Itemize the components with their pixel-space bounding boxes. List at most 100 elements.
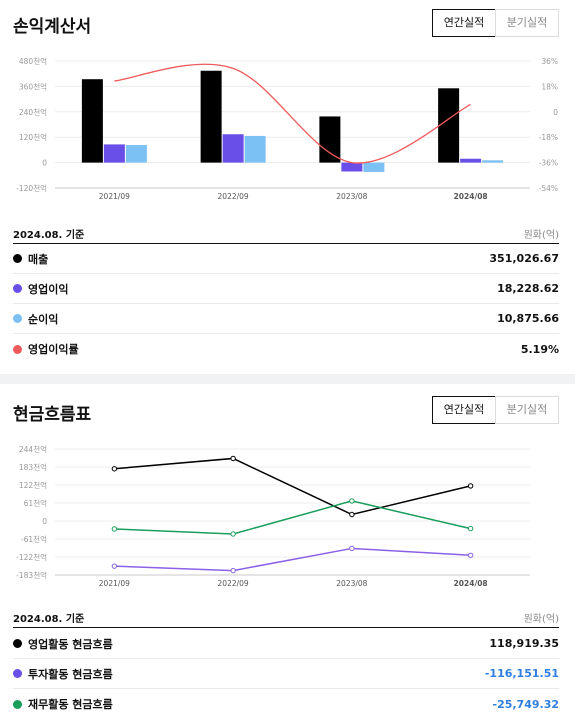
- bar: [200, 70, 222, 163]
- series-line: [114, 500, 471, 535]
- y2-tick-label: 18%: [541, 82, 558, 91]
- margin-line: [114, 63, 471, 164]
- legend-dot-icon: [13, 284, 22, 293]
- income-basis-date: 2024.08. 기준: [13, 230, 85, 241]
- y-tick-label: 240천억: [19, 107, 47, 117]
- row-label-group: 영업활동 현금흐름: [13, 636, 113, 652]
- cash-basis-row: 2024.08. 기준 원화(억): [13, 606, 559, 628]
- bar: [125, 145, 147, 163]
- cash-unit: 원화(억): [523, 614, 559, 625]
- cash-annual-button[interactable]: 연간실적: [432, 396, 496, 424]
- income-rows: 매출 351,026.67 영업이익 18,228.62 순이익 10,875.66 영업이…: [13, 244, 559, 364]
- data-point: [230, 531, 236, 537]
- row-label-group: 매출: [13, 251, 48, 267]
- y-tick-label: 0: [42, 517, 47, 526]
- legend-dot-icon: [13, 639, 22, 648]
- row-value: 351,026.67: [489, 252, 559, 265]
- legend-dot-icon: [13, 699, 22, 709]
- y-tick-label: 480천억: [19, 56, 47, 66]
- x-tick-label: 2022/09: [218, 192, 249, 201]
- y-tick-label: 244천억: [19, 444, 47, 454]
- legend-dot-icon: [13, 314, 22, 323]
- row-label: 순이익: [28, 312, 59, 326]
- cash-rows: 영업활동 현금흐름 118,919.35 투자활동 현금흐름 -116,151.51 재…: [13, 629, 559, 719]
- cash-flow-card: 현금흐름표 연간실적 분기실적 244천억 183천억 122천억 61천억 0 -61천…: [0, 384, 575, 726]
- income-quarterly-button[interactable]: 분기실적: [495, 9, 559, 37]
- bar: [341, 162, 363, 172]
- legend-dot-icon: [13, 254, 22, 263]
- income-row: 순이익 10,875.66: [13, 304, 559, 334]
- cash-chart: 244천억 183천억 122천억 61천억 0 -61천억 -122천억 -183천억 202…: [16, 444, 530, 588]
- row-label-group: 영업이익률: [13, 341, 79, 357]
- data-point: [111, 563, 118, 569]
- y-tick-label: -120천억: [16, 183, 47, 193]
- x-tick-label: 2023/08: [336, 579, 367, 588]
- row-label: 재무활동 현금흐름: [28, 698, 113, 711]
- income-period-toggle: 연간실적 분기실적: [432, 9, 559, 37]
- data-point: [467, 483, 474, 489]
- row-label: 매출: [28, 252, 49, 266]
- cash-quarterly-button[interactable]: 분기실적: [495, 396, 559, 424]
- income-basis-row: 2024.08. 기준 원화(억): [13, 222, 559, 244]
- row-label-group: 영업이익: [13, 281, 68, 297]
- bar: [244, 135, 266, 163]
- row-label-group: 순이익: [13, 311, 58, 327]
- bar: [222, 134, 244, 163]
- cash-period-toggle: 연간실적 분기실적: [432, 396, 559, 424]
- data-point: [230, 455, 236, 462]
- data-point: [111, 466, 118, 472]
- bar: [319, 116, 341, 163]
- y2-tick-label: 36%: [541, 57, 558, 66]
- cash-basis-date: 2024.08. 기준: [13, 614, 85, 625]
- data-point: [467, 552, 474, 558]
- income-row: 영업이익 18,228.62: [13, 274, 559, 304]
- data-point: [349, 545, 355, 552]
- y-tick-label: 183천억: [19, 462, 47, 472]
- y2-tick-label: -36%: [539, 159, 558, 168]
- x-tick-label: 2021/09: [99, 192, 130, 201]
- y2-tick-label: 0: [553, 108, 558, 117]
- bar: [482, 160, 504, 163]
- bar: [363, 162, 385, 172]
- row-value: -25,749.32: [492, 697, 560, 711]
- series-line: [114, 457, 471, 516]
- income-title: 손익계산서: [13, 17, 92, 37]
- income-unit: 원화(억): [523, 230, 559, 241]
- x-tick-label: 2023/08: [336, 192, 367, 201]
- row-value: 18,228.62: [497, 282, 559, 295]
- data-point: [349, 498, 355, 504]
- y-tick-label: 120천억: [19, 132, 47, 142]
- y-tick-label: 360천억: [19, 81, 47, 91]
- data-point: [349, 511, 355, 518]
- data-point: [230, 567, 236, 574]
- income-row: 영업이익률 5.19%: [13, 334, 559, 364]
- row-label-group: 재무활동 현금흐름: [13, 696, 113, 712]
- income-statement-card: 손익계산서 연간실적 분기실적 480천억 360천억 240천억 120천억 0 -12…: [0, 0, 575, 374]
- data-point: [467, 525, 474, 532]
- x-tick-label: 2024/08: [454, 579, 488, 588]
- y-tick-label: -61천억: [21, 534, 47, 544]
- row-label-group: 투자활동 현금흐름: [13, 666, 113, 682]
- x-tick-label: 2021/09: [99, 579, 130, 588]
- cash-row: 영업활동 현금흐름 118,919.35: [13, 629, 559, 659]
- row-value: 10,875.66: [497, 312, 559, 325]
- y2-tick-label: -54%: [539, 184, 558, 193]
- legend-dot-icon: [13, 669, 22, 678]
- row-label: 투자활동 현금흐름: [28, 667, 113, 681]
- y-tick-label: -122천억: [16, 552, 47, 562]
- bar: [438, 88, 460, 163]
- y-tick-label: 0: [42, 159, 47, 168]
- row-label: 영업활동 현금흐름: [28, 637, 113, 651]
- bar: [81, 79, 103, 163]
- x-tick-label: 2024/08: [454, 192, 488, 201]
- row-label: 영업이익률: [28, 343, 79, 356]
- y-tick-label: 122천억: [19, 480, 47, 490]
- legend-dot-icon: [13, 344, 22, 354]
- series-line: [114, 547, 471, 572]
- cash-row: 투자활동 현금흐름 -116,151.51: [13, 659, 559, 689]
- data-point: [111, 526, 118, 532]
- income-row: 매출 351,026.67: [13, 244, 559, 274]
- row-value: -116,151.51: [484, 667, 559, 680]
- bar: [103, 144, 125, 163]
- bar: [460, 158, 482, 163]
